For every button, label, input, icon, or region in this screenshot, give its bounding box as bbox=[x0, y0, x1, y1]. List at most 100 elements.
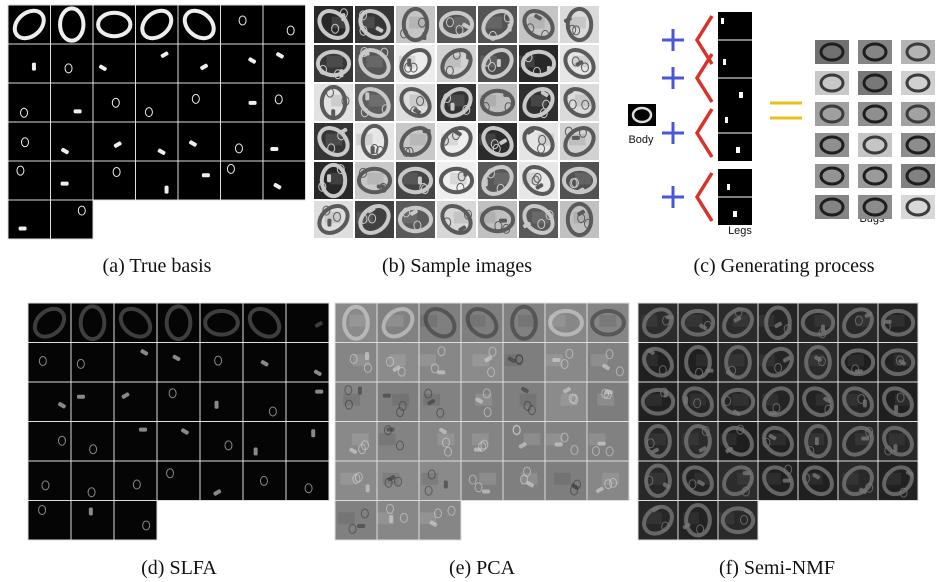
image-tile bbox=[51, 122, 94, 161]
image-tile bbox=[93, 44, 136, 83]
image-tile bbox=[243, 461, 286, 501]
image-tile bbox=[28, 501, 71, 541]
image-tile bbox=[157, 303, 200, 343]
image-tile bbox=[93, 161, 136, 200]
tile-texture bbox=[392, 394, 409, 406]
tile-texture bbox=[352, 433, 369, 445]
image-tile bbox=[221, 44, 264, 83]
tile-texture bbox=[494, 173, 510, 185]
leg bbox=[666, 315, 674, 319]
leg bbox=[466, 51, 470, 59]
leg bbox=[311, 429, 315, 437]
leg bbox=[598, 442, 606, 446]
image-tile bbox=[28, 461, 71, 501]
image-tile bbox=[263, 161, 306, 200]
image-tile bbox=[8, 161, 51, 200]
caption: (f) Semi-NMF bbox=[719, 557, 835, 579]
image-tile bbox=[221, 122, 264, 161]
leg bbox=[422, 32, 426, 40]
leg bbox=[605, 390, 613, 394]
image-tile bbox=[114, 422, 157, 462]
leg bbox=[383, 394, 391, 398]
image-tile bbox=[8, 122, 51, 161]
image-tile bbox=[286, 422, 329, 462]
leg bbox=[249, 101, 257, 105]
leg bbox=[743, 471, 751, 475]
leg bbox=[32, 63, 36, 71]
image-tile bbox=[200, 382, 243, 422]
leg bbox=[444, 480, 448, 488]
leg bbox=[366, 484, 370, 492]
leg bbox=[202, 173, 210, 177]
tile-texture bbox=[349, 315, 366, 327]
tile-texture bbox=[366, 56, 382, 68]
image-tile bbox=[136, 122, 179, 161]
leg bbox=[739, 92, 743, 98]
leg bbox=[437, 370, 445, 374]
tile-texture bbox=[690, 394, 706, 406]
image-tile bbox=[114, 343, 157, 383]
tile-texture bbox=[327, 56, 343, 68]
leg bbox=[497, 59, 501, 67]
tile-texture bbox=[518, 315, 535, 327]
tile-texture bbox=[554, 473, 571, 485]
leg bbox=[508, 24, 512, 32]
caption: (a) True basis bbox=[103, 255, 212, 277]
image-grid bbox=[28, 303, 329, 540]
leg bbox=[315, 390, 323, 394]
leg bbox=[684, 396, 688, 404]
leg bbox=[503, 93, 511, 97]
leg bbox=[386, 428, 394, 432]
leg bbox=[863, 399, 867, 407]
tile-texture bbox=[438, 433, 455, 445]
image-tile bbox=[51, 161, 94, 200]
image-tile bbox=[157, 461, 200, 501]
image-tile bbox=[51, 5, 94, 44]
image-tile bbox=[8, 200, 51, 239]
leg bbox=[165, 186, 169, 194]
leg bbox=[270, 147, 278, 151]
image-tile bbox=[286, 461, 329, 501]
tile-texture bbox=[472, 433, 489, 445]
image-tile bbox=[93, 122, 136, 161]
leg bbox=[552, 358, 560, 362]
leg bbox=[357, 524, 365, 528]
leg bbox=[362, 52, 370, 56]
leg bbox=[736, 147, 740, 153]
image-tile bbox=[178, 161, 221, 200]
image-tile bbox=[136, 44, 179, 83]
image-tile bbox=[263, 122, 306, 161]
leg bbox=[365, 92, 369, 100]
image-grid bbox=[313, 5, 600, 239]
tile-texture bbox=[379, 433, 396, 445]
image-tile bbox=[286, 303, 329, 343]
leg bbox=[721, 18, 724, 24]
leg bbox=[572, 136, 580, 140]
leg bbox=[365, 352, 369, 360]
leg bbox=[371, 146, 375, 154]
leg bbox=[725, 117, 728, 123]
image-tile bbox=[114, 501, 157, 541]
image-tile bbox=[28, 343, 71, 383]
leg bbox=[733, 211, 737, 217]
image-tile bbox=[200, 461, 243, 501]
image-tile bbox=[51, 44, 94, 83]
tile-texture bbox=[646, 394, 662, 406]
leg bbox=[783, 479, 791, 483]
image-tile bbox=[71, 382, 114, 422]
leg bbox=[358, 387, 362, 395]
image-tile bbox=[157, 343, 200, 383]
tile-texture bbox=[410, 134, 426, 146]
bracket bbox=[697, 109, 712, 157]
image-tile bbox=[243, 382, 286, 422]
plus-sign bbox=[662, 29, 684, 51]
image-tile bbox=[28, 422, 71, 462]
tile-texture bbox=[520, 394, 537, 406]
leg bbox=[463, 169, 467, 177]
leg bbox=[139, 428, 147, 432]
leg bbox=[74, 109, 82, 113]
leg bbox=[474, 448, 482, 452]
image-tile bbox=[136, 161, 179, 200]
leg bbox=[327, 174, 331, 182]
image-tile bbox=[157, 422, 200, 462]
